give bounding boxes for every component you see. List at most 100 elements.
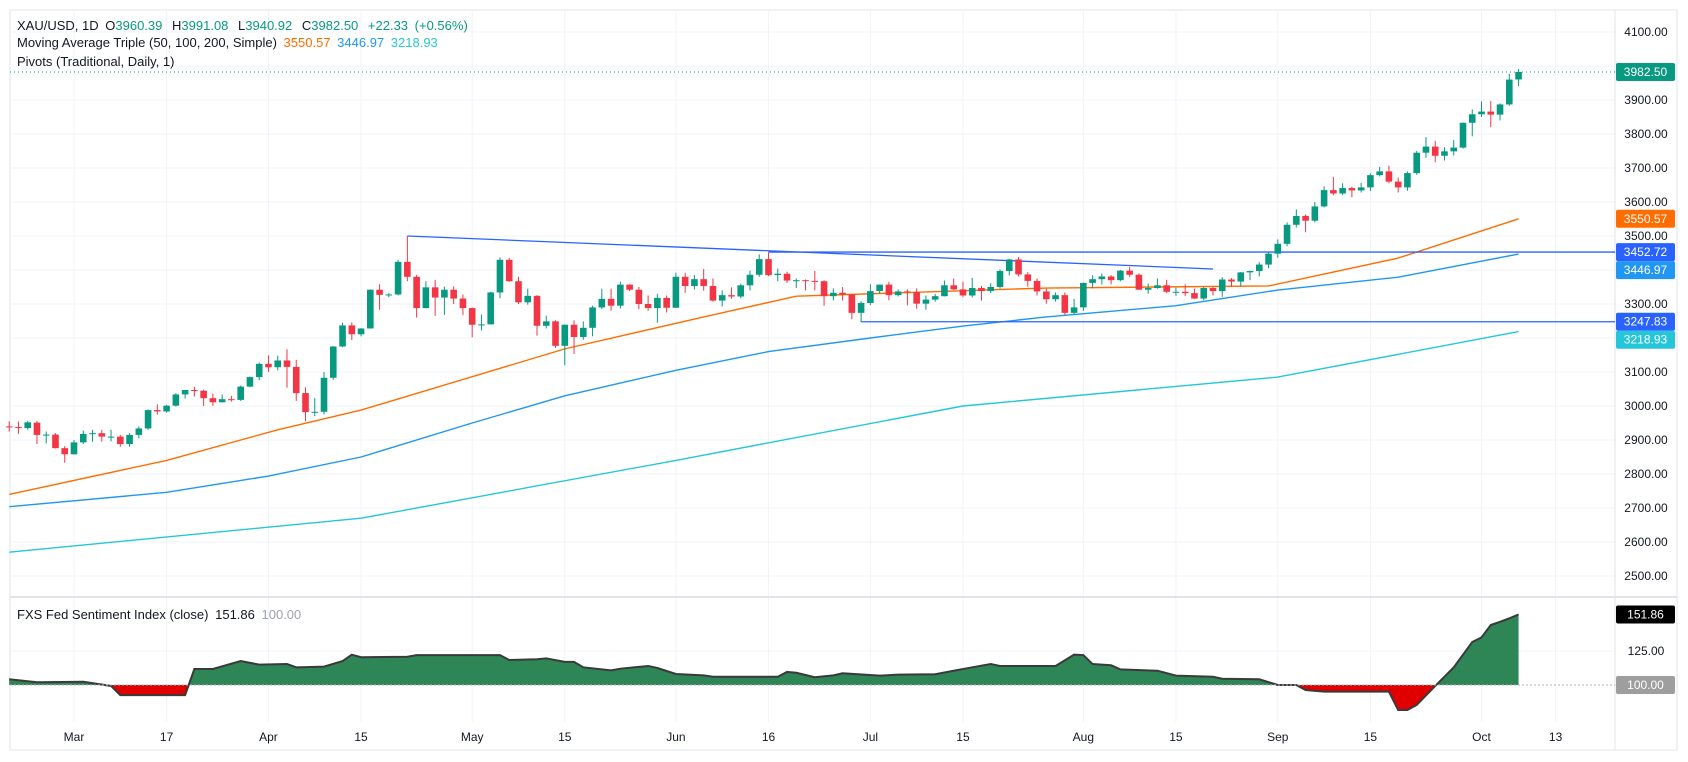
candle-body xyxy=(107,436,115,438)
candle-body xyxy=(135,428,143,435)
y-tick-label: 3300.00 xyxy=(1624,297,1668,311)
candle xyxy=(996,269,1004,289)
candle xyxy=(1506,73,1513,106)
candle xyxy=(394,259,402,296)
candle-body xyxy=(311,411,319,413)
price-badge-label: 151.86 xyxy=(1627,607,1664,621)
candle xyxy=(885,281,893,301)
x-tick-label: Sep xyxy=(1267,730,1289,744)
candle xyxy=(1005,258,1013,276)
candle-body xyxy=(422,287,430,309)
candle-body xyxy=(885,284,893,296)
candle xyxy=(339,322,346,348)
candle-body xyxy=(237,386,244,400)
candle xyxy=(709,278,717,302)
candle-body xyxy=(1506,79,1513,105)
candle-body xyxy=(181,390,189,395)
candle xyxy=(468,307,476,338)
symbol-title[interactable]: XAU/USD, 1D xyxy=(17,18,99,33)
price-badge-bg xyxy=(1616,330,1675,349)
axes: 4100.00 3900.00 3800.00 3700.00 3600.00 3500.… xyxy=(64,25,1668,744)
candle xyxy=(117,434,124,447)
candle xyxy=(1135,273,1143,290)
candle-body xyxy=(505,259,513,282)
indicator-y-tick-label: 125.00 xyxy=(1628,644,1665,658)
candle-body xyxy=(468,308,476,325)
y-tick-label: 2900.00 xyxy=(1624,433,1668,447)
price-badge-label: 100.00 xyxy=(1627,678,1664,692)
candle xyxy=(1422,137,1430,158)
candle xyxy=(941,280,948,297)
candle-body xyxy=(1052,295,1059,300)
low-value: 3940.92 xyxy=(245,18,293,33)
candle xyxy=(533,295,541,336)
x-tick-label: 15 xyxy=(558,730,572,744)
candle-body xyxy=(598,298,606,308)
candle xyxy=(1274,239,1282,258)
candle xyxy=(320,372,328,415)
candle-body xyxy=(922,299,930,304)
candle-body xyxy=(709,285,717,301)
trendlines[interactable] xyxy=(10,71,1615,323)
candle-body xyxy=(1385,171,1393,182)
candle-body xyxy=(524,295,532,303)
candle-body xyxy=(154,410,161,412)
candle-body xyxy=(1163,285,1170,292)
price-badge-label: 3452.72 xyxy=(1624,245,1668,259)
candle xyxy=(1191,288,1198,299)
candle xyxy=(857,301,865,323)
candle xyxy=(968,277,976,298)
candle-body xyxy=(1357,187,1365,191)
ma50-line xyxy=(9,218,1519,496)
candle-body xyxy=(867,291,874,303)
y-tick-label: 2600.00 xyxy=(1624,535,1668,549)
candle-body xyxy=(1441,151,1448,156)
candle-body xyxy=(746,274,754,286)
candle-body xyxy=(394,261,402,295)
x-tick-label: Mar xyxy=(64,730,85,744)
candle xyxy=(52,433,59,449)
candle xyxy=(302,387,309,421)
ma-legend[interactable]: Moving Average Triple (50, 100, 200, Sim… xyxy=(17,35,441,50)
candle xyxy=(1311,202,1319,223)
candle xyxy=(154,404,161,415)
candle-body xyxy=(1394,181,1402,188)
close-value: 3982.50 xyxy=(311,18,359,33)
x-tick-label: 15 xyxy=(1364,730,1378,744)
x-tick-label: Aug xyxy=(1073,730,1094,744)
candle-body xyxy=(737,285,745,297)
candle xyxy=(718,290,726,307)
candle xyxy=(1043,288,1050,304)
candle-body xyxy=(320,377,328,412)
x-tick-label: 17 xyxy=(160,730,174,744)
price-badge-label: 3446.97 xyxy=(1624,263,1668,277)
grid xyxy=(9,9,1678,751)
candle xyxy=(1348,186,1356,198)
candle xyxy=(617,281,624,309)
candle xyxy=(357,328,365,337)
candle xyxy=(246,376,254,388)
candle xyxy=(691,275,698,290)
candle xyxy=(681,272,689,293)
candle xyxy=(552,320,559,348)
indicator-baseline: 100.00 xyxy=(261,607,302,622)
candle-body xyxy=(246,377,254,387)
candle-body xyxy=(126,434,133,445)
pivots-legend[interactable]: Pivots (Traditional, Daily, 1) xyxy=(17,54,178,69)
candle xyxy=(848,293,856,320)
candle-body xyxy=(1033,280,1041,292)
candle-body xyxy=(5,426,13,428)
candle xyxy=(1080,282,1087,311)
indicator-legend[interactable]: FXS Fed Sentiment Index (close) 151.86 1… xyxy=(17,607,304,622)
candle-body xyxy=(200,390,207,399)
candle-body xyxy=(1209,288,1217,292)
candle-body xyxy=(1376,171,1383,176)
candle-body xyxy=(857,302,865,313)
candle xyxy=(237,385,244,401)
candle-body xyxy=(1515,71,1522,80)
candle-body xyxy=(968,288,976,296)
candle xyxy=(1089,275,1096,289)
candle xyxy=(913,288,920,309)
candle-body xyxy=(459,298,467,309)
